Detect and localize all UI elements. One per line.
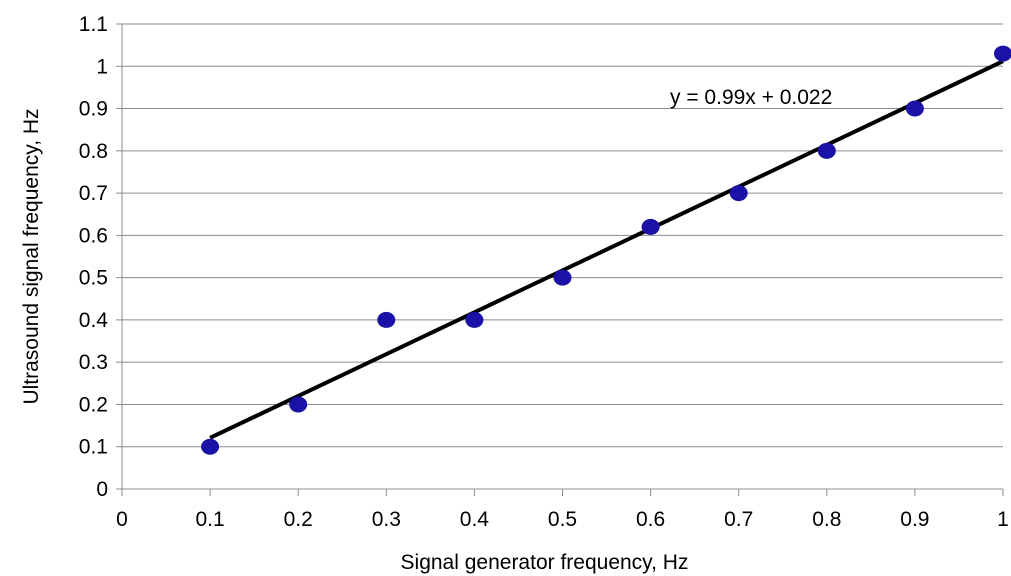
- x-axis-title: Signal generator frequency, Hz: [401, 551, 689, 574]
- x-tick-labels: 0 0.1 0.2 0.3 0.4 0.5 0.6 0.7 0.8 0.9 1: [116, 508, 1009, 531]
- y-tick-label: 0.1: [79, 436, 108, 459]
- y-tick-label: 0.4: [79, 309, 109, 332]
- trendline-group: [209, 59, 1004, 440]
- data-point: [201, 438, 220, 455]
- y-tick-label: 0.2: [79, 393, 108, 416]
- data-point: [729, 185, 748, 202]
- trendline: [209, 59, 1004, 440]
- y-tick-label: 0.5: [79, 267, 108, 290]
- data-point: [641, 218, 660, 235]
- y-tick-labels: 0 0.1 0.2 0.3 0.4 0.5 0.6 0.7 0.8 0.9 1 1.1: [79, 13, 109, 501]
- y-tick-label: 1.1: [79, 13, 108, 36]
- y-tick-label: 0.6: [79, 224, 108, 247]
- x-tick-label: 1: [997, 508, 1009, 531]
- x-tick-label: 0.6: [636, 508, 665, 531]
- gridlines: [122, 23, 1003, 448]
- y-tick-label: 0.8: [79, 140, 108, 163]
- x-tick-label: 0.4: [460, 508, 490, 531]
- data-point: [817, 142, 836, 159]
- data-point: [377, 311, 396, 328]
- data-points: [201, 45, 1011, 455]
- x-tick-label: 0: [116, 508, 128, 531]
- y-tick-label: 1: [96, 55, 108, 78]
- x-tick-label: 0.9: [900, 508, 929, 531]
- x-tick-label: 0.5: [548, 508, 577, 531]
- x-tick-label: 0.3: [372, 508, 401, 531]
- x-tick-label: 0.1: [195, 508, 224, 531]
- data-point: [465, 311, 484, 328]
- y-axis-title: Ultrasound signal frequency, Hz: [20, 108, 43, 404]
- data-point: [553, 269, 572, 286]
- data-point: [905, 100, 924, 117]
- x-tick-label: 0.2: [284, 508, 313, 531]
- data-point: [289, 396, 308, 413]
- trendline-equation: y = 0.99x + 0.022: [670, 86, 832, 109]
- y-tick-label: 0.7: [79, 182, 108, 205]
- axes: [116, 23, 1004, 496]
- data-point: [994, 45, 1011, 62]
- x-tick-label: 0.8: [812, 508, 841, 531]
- x-tick-label: 0.7: [724, 508, 753, 531]
- y-tick-label: 0: [96, 478, 108, 501]
- y-tick-label: 0.3: [79, 351, 108, 374]
- y-tick-label: 0.9: [79, 98, 108, 121]
